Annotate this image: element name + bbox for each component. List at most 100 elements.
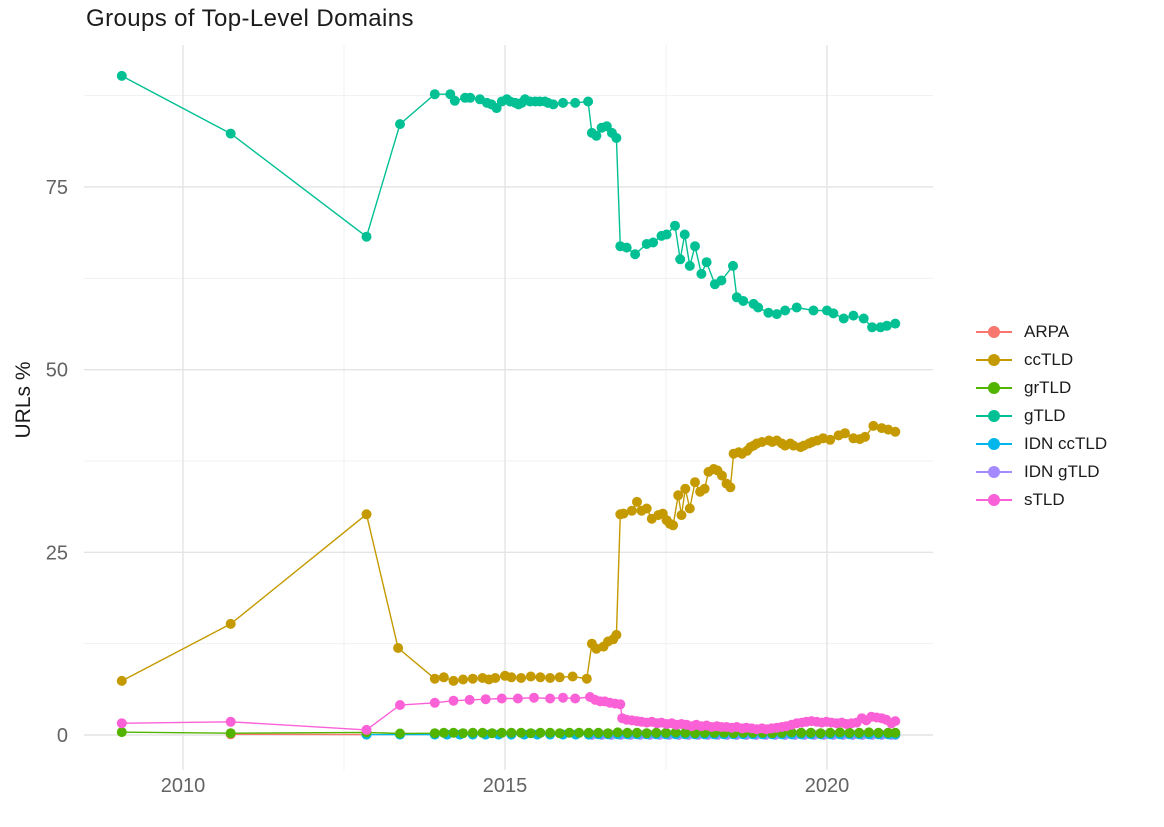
legend-item-grtld: grTLD (976, 374, 1107, 402)
series-point-grTLD (641, 728, 652, 739)
legend-item-cctld: ccTLD (976, 346, 1107, 374)
series-point-ccTLD (361, 509, 372, 520)
series-point-gTLD (690, 241, 700, 252)
y-tick-label: 25 (46, 542, 68, 564)
series-point-gTLD (630, 249, 641, 260)
series-point-gTLD (808, 305, 819, 316)
series-point-gTLD (858, 313, 869, 324)
series-point-ccTLD (116, 675, 127, 686)
series-point-gTLD (675, 254, 686, 265)
series-point-ccTLD (626, 505, 637, 516)
series-point-sTLD (570, 693, 581, 704)
series-point-grTLD (603, 728, 613, 739)
legend-key-icon (976, 465, 1012, 479)
series-point-gTLD (548, 99, 559, 110)
legend-key-icon (976, 493, 1012, 507)
series-point-gTLD (701, 257, 712, 268)
series-point-ccTLD (458, 674, 469, 685)
series-point-sTLD (448, 695, 459, 706)
series-point-grTLD (834, 727, 845, 738)
series-point-grTLD (651, 727, 662, 738)
series-point-sTLD (429, 697, 440, 708)
series-point-ccTLD (506, 672, 517, 683)
series-point-grTLD (525, 728, 536, 739)
series-point-gTLD (848, 310, 859, 321)
series-point-gTLD (225, 128, 236, 139)
series-point-gTLD (738, 296, 749, 306)
series-point-grTLD (622, 727, 633, 738)
series-point-gTLD (661, 229, 672, 240)
series-point-ccTLD (618, 508, 629, 519)
legend-item-idn-cctld: IDN ccTLD (976, 430, 1107, 458)
series-point-ccTLD (868, 420, 879, 431)
series-point-gTLD (771, 309, 782, 320)
series-point-gTLD (611, 133, 622, 143)
series-point-gTLD (648, 237, 659, 248)
series-point-grTLD (545, 727, 556, 738)
series-point-ccTLD (632, 496, 642, 507)
series-point-grTLD (632, 727, 642, 738)
series-point-gTLD (429, 89, 440, 100)
series-line-ccTLD (121, 425, 896, 682)
series-point-sTLD (496, 693, 507, 704)
series-point-ccTLD (393, 643, 404, 653)
series-point-ccTLD (545, 673, 556, 683)
legend-key-icon (976, 353, 1012, 367)
series-point-ccTLD (490, 673, 501, 683)
series-point-gTLD (591, 130, 602, 141)
series-point-ccTLD (611, 629, 622, 640)
series-point-sTLD (464, 694, 475, 705)
series-point-gTLD (881, 320, 892, 331)
series-point-sTLD (615, 699, 626, 710)
series-point-grTLD (844, 727, 855, 738)
series-point-sTLD (558, 692, 568, 703)
series-point-gTLD (828, 308, 839, 319)
legend-item-arpa: ARPA (976, 318, 1107, 346)
series-point-ccTLD (668, 520, 679, 531)
series-point-grTLD (225, 728, 236, 739)
legend-label: gTLD (1024, 406, 1066, 425)
series-point-gTLD (465, 92, 476, 103)
y-axis-title: URLs % (12, 361, 35, 439)
series-point-ccTLD (581, 673, 592, 684)
series-point-grTLD (116, 727, 127, 738)
series-point-ccTLD (525, 671, 536, 682)
series-point-ccTLD (725, 482, 736, 493)
series-point-grTLD (487, 728, 498, 739)
series-line-gTLD (121, 75, 896, 328)
series-point-gTLD (728, 260, 738, 271)
series-point-gTLD (716, 275, 727, 286)
series-point-ccTLD (448, 675, 459, 686)
series-point-grTLD (535, 727, 546, 738)
series-point-grTLD (805, 727, 816, 738)
series-point-gTLD (791, 302, 802, 313)
series-point-gTLD (670, 220, 680, 231)
series-point-grTLD (564, 727, 575, 738)
series-point-grTLD (496, 727, 507, 738)
series-point-grTLD (516, 727, 527, 738)
series-point-gTLD (867, 322, 878, 333)
series-point-grTLD (477, 727, 488, 738)
series-point-gTLD (583, 96, 594, 107)
series-point-ccTLD (680, 483, 691, 494)
series-point-gTLD (684, 260, 695, 271)
y-tick-label: 50 (46, 360, 68, 382)
series-point-gTLD (558, 97, 568, 108)
legend-label: grTLD (1024, 378, 1072, 397)
series-point-ccTLD (567, 671, 578, 682)
series-point-sTLD (890, 716, 901, 727)
series-point-grTLD (873, 727, 884, 738)
series-point-grTLD (438, 727, 449, 738)
series-point-grTLD (670, 727, 681, 738)
x-tick-label: 2010 (161, 775, 206, 797)
legend-item-gtld: gTLD (976, 402, 1107, 430)
legend-label: sTLD (1024, 490, 1065, 509)
series-point-grTLD (395, 728, 405, 739)
series-point-ccTLD (840, 428, 850, 439)
series-point-grTLD (583, 727, 594, 738)
series-point-grTLD (554, 728, 565, 739)
legend-key-icon (976, 437, 1012, 451)
series-point-grTLD (593, 727, 604, 738)
